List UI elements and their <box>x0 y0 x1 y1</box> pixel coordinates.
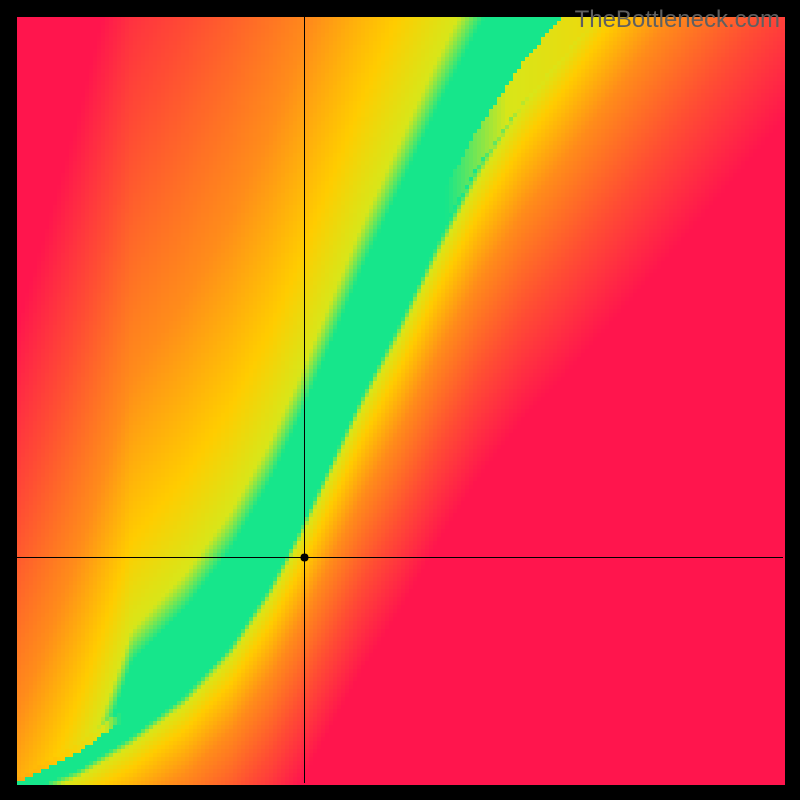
chart-container: TheBottleneck.com <box>0 0 800 800</box>
watermark-text: TheBottleneck.com <box>575 6 780 34</box>
bottleneck-heatmap <box>0 0 800 800</box>
